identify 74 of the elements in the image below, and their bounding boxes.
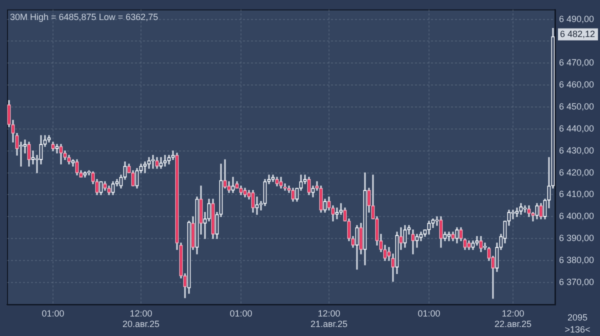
candlestick: [199, 186, 203, 235]
candlestick: [83, 171, 87, 178]
x-tick-label: 12:00 21.авг.25: [310, 308, 348, 330]
candlestick: [191, 216, 195, 250]
candlestick: [427, 220, 431, 235]
y-tick-label: 6 390,00: [558, 233, 594, 244]
x-tick-label: 01:00: [230, 308, 252, 318]
candlestick: [403, 225, 407, 248]
candlestick: [435, 216, 439, 226]
candlestick: [399, 227, 403, 250]
candlestick: [51, 142, 55, 152]
y-tick-label: 6 430,00: [558, 145, 594, 156]
candlestick: [475, 236, 479, 246]
candlestick: [523, 205, 527, 213]
text: 6 482,12: [560, 28, 596, 39]
candlestick: [455, 227, 459, 244]
candlestick: [471, 240, 475, 250]
candlestick: [467, 240, 471, 250]
text: >136<: [564, 324, 590, 334]
y-tick-label: 6 490,00: [558, 14, 594, 24]
candlestick: [19, 142, 23, 167]
chart-title: 30M High = 6485,875 Low = 6362,75: [10, 12, 158, 22]
candlestick: [187, 220, 191, 294]
candlestick: [479, 236, 483, 252]
candlestick: [539, 203, 543, 220]
candlestick: [151, 154, 155, 169]
y-tick-label: 6 440,00: [558, 123, 594, 134]
candlestick: [323, 198, 327, 213]
candlestick: [519, 203, 523, 215]
candlestick: [103, 181, 107, 191]
candlestick: [239, 186, 243, 196]
candlestick: [255, 196, 259, 215]
x-tick-label: 01:00: [42, 308, 64, 318]
y-tick-label: 6 380,00: [558, 255, 594, 266]
candlestick: [75, 159, 79, 176]
y-tick-label: 6 460,00: [558, 80, 594, 90]
candlestick: [307, 176, 311, 196]
x-tick-label: 12:00 22.авг.25: [494, 308, 532, 330]
candlestick: [291, 188, 295, 202]
y-tick-label: 6 420,00: [558, 167, 594, 178]
candlestick: [155, 157, 159, 169]
candlestick: [55, 144, 59, 154]
candlestick: [111, 181, 115, 196]
candlestick: [275, 176, 279, 186]
candlestick: [147, 157, 151, 169]
candlestick: [167, 154, 171, 164]
candlestick: [99, 181, 103, 196]
y-tick-label: 6 400,00: [558, 211, 594, 222]
x-tick-label: 01:00: [418, 308, 440, 318]
y-tick-label: 6 470,00: [558, 58, 594, 68]
candlestick: [363, 172, 367, 266]
candlestick: [67, 154, 71, 164]
candlestick: [59, 144, 63, 164]
candlestick: [439, 216, 443, 248]
candlestick: [279, 176, 283, 188]
text: 2095: [567, 312, 588, 322]
candlestick: [355, 225, 359, 270]
y-tick-label: 6 410,00: [558, 189, 594, 200]
candlestick: [243, 188, 247, 198]
candlestick: [211, 198, 215, 239]
x-tick-label: 12:00 20.авг.25: [122, 308, 160, 330]
y-tick-label: 6 450,00: [558, 101, 594, 112]
candlestick: [443, 232, 447, 242]
candlestick: [163, 154, 167, 167]
candlestick: [251, 190, 255, 213]
candlestick: [451, 232, 455, 242]
candlestick: [131, 170, 135, 186]
y-tick-label: 6 370,00: [558, 276, 594, 287]
candlestick: [511, 210, 515, 220]
candlestick: [231, 176, 235, 193]
candlestick: [27, 142, 31, 167]
candlestick: [159, 157, 163, 169]
candlestick: [415, 234, 419, 248]
candlestick: [535, 203, 539, 220]
